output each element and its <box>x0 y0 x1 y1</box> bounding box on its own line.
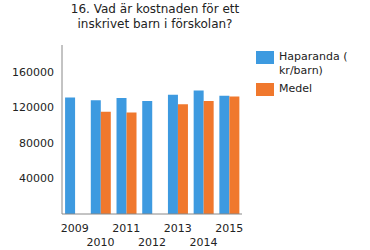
svg-text:160000: 160000 <box>12 66 54 79</box>
html-text:Medel: Medel <box>279 82 313 95</box>
svg-text:80000: 80000 <box>19 137 54 150</box>
svg-text:2009: 2009 <box>61 222 89 235</box>
svg-text:2011: 2011 <box>112 222 140 235</box>
svg-text:2010: 2010 <box>87 236 115 249</box>
svg-text:2012: 2012 <box>138 236 166 249</box>
svg-text:2013: 2013 <box>164 222 192 235</box>
svg-text:2015: 2015 <box>215 222 243 235</box>
html-text:16. Vad är kostnaden för ett i: 16. Vad är kostnaden för ett inskrivet b… <box>70 2 240 31</box>
html-text:Haparanda ( kr/barn): Haparanda ( kr/barn) <box>279 50 348 77</box>
svg-text:120000: 120000 <box>12 101 54 114</box>
svg-text:2014: 2014 <box>189 236 217 249</box>
svg-text:40000: 40000 <box>19 172 54 185</box>
